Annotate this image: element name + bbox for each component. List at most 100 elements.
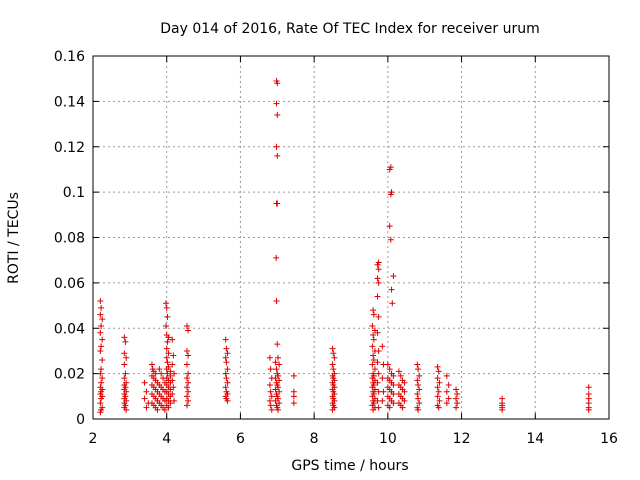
data-point xyxy=(169,391,176,398)
data-point xyxy=(162,322,169,329)
data-point xyxy=(399,404,406,411)
data-point xyxy=(121,375,128,382)
data-point xyxy=(141,379,148,386)
data-point xyxy=(370,352,377,359)
data-point xyxy=(121,334,128,341)
data-point xyxy=(121,350,128,357)
data-point xyxy=(222,354,229,361)
data-point xyxy=(453,395,460,402)
data-point xyxy=(275,406,282,413)
data-point xyxy=(223,375,230,382)
data-point xyxy=(275,354,282,361)
data-point xyxy=(98,395,105,402)
data-point xyxy=(267,402,274,409)
x-tick-label: 12 xyxy=(453,431,471,447)
data-point xyxy=(165,404,172,411)
data-point xyxy=(274,111,281,118)
data-point xyxy=(98,304,105,311)
data-point xyxy=(274,341,281,348)
data-point xyxy=(387,191,394,198)
data-point xyxy=(183,393,190,400)
data-point xyxy=(169,336,176,343)
data-point xyxy=(185,370,192,377)
data-point xyxy=(374,359,381,366)
data-point xyxy=(171,397,178,404)
data-point xyxy=(273,254,280,261)
data-point xyxy=(171,370,178,377)
data-point xyxy=(272,386,279,393)
chart-title: Day 014 of 2016, Rate Of TEC Index for r… xyxy=(160,21,540,37)
data-point xyxy=(183,347,190,354)
data-point xyxy=(122,370,129,377)
data-point xyxy=(416,386,423,393)
y-tick-label: 0.06 xyxy=(54,276,85,292)
data-point xyxy=(386,223,393,230)
data-point xyxy=(273,366,280,373)
data-point xyxy=(375,313,382,320)
data-point xyxy=(98,366,105,373)
x-tick-label: 14 xyxy=(526,431,544,447)
data-point xyxy=(274,200,281,207)
data-point xyxy=(183,402,190,409)
data-point xyxy=(162,300,169,307)
data-point xyxy=(98,343,105,350)
y-tick-label: 0.16 xyxy=(54,49,85,65)
data-point xyxy=(290,393,297,400)
data-point xyxy=(330,350,337,357)
data-point xyxy=(454,400,461,407)
data-point xyxy=(370,406,377,413)
data-point xyxy=(152,370,159,377)
data-point xyxy=(390,273,397,280)
data-point xyxy=(290,372,297,379)
data-point xyxy=(223,359,230,366)
data-point xyxy=(143,404,150,411)
data-point xyxy=(99,375,106,382)
data-point xyxy=(436,379,443,386)
data-point xyxy=(416,372,423,379)
data-point xyxy=(330,366,337,373)
data-point xyxy=(386,366,393,373)
data-point xyxy=(99,336,106,343)
data-point xyxy=(375,370,382,377)
x-tick-label: 4 xyxy=(162,431,171,447)
data-point xyxy=(167,400,174,407)
x-axis-label: GPS time / hours xyxy=(291,458,408,474)
data-point xyxy=(435,388,442,395)
data-point xyxy=(387,236,394,243)
data-point xyxy=(434,393,441,400)
data-point xyxy=(401,397,408,404)
data-point xyxy=(370,332,377,339)
data-point xyxy=(585,384,592,391)
data-point xyxy=(274,152,281,159)
x-tick-label: 10 xyxy=(379,431,397,447)
data-point xyxy=(185,352,192,359)
data-point xyxy=(169,377,176,384)
data-point xyxy=(121,361,128,368)
axis-ticks: 2 4 6 8 10 12 14 16 0 0.02 0.04 0.06 0.08 0.1 0.12 0.14… xyxy=(54,49,618,447)
data-point xyxy=(170,352,177,359)
data-point xyxy=(272,375,279,382)
data-point xyxy=(329,361,336,368)
data-point xyxy=(436,397,443,404)
grid-lines xyxy=(93,56,609,419)
data-point xyxy=(224,379,231,386)
data-point xyxy=(369,322,376,329)
data-point xyxy=(156,366,163,373)
data-point xyxy=(329,406,336,413)
data-point xyxy=(267,366,274,373)
data-point xyxy=(435,404,442,411)
data-point xyxy=(141,395,148,402)
data-point xyxy=(266,381,273,388)
data-point xyxy=(164,359,171,366)
data-point xyxy=(273,298,280,305)
data-point xyxy=(443,400,450,407)
data-point xyxy=(379,343,386,350)
data-point xyxy=(222,336,229,343)
data-point xyxy=(374,379,381,386)
data-point xyxy=(435,368,442,375)
data-point xyxy=(374,293,381,300)
data-point xyxy=(384,361,391,368)
data-point xyxy=(434,375,441,382)
data-point xyxy=(374,275,381,282)
data-point xyxy=(414,391,421,398)
